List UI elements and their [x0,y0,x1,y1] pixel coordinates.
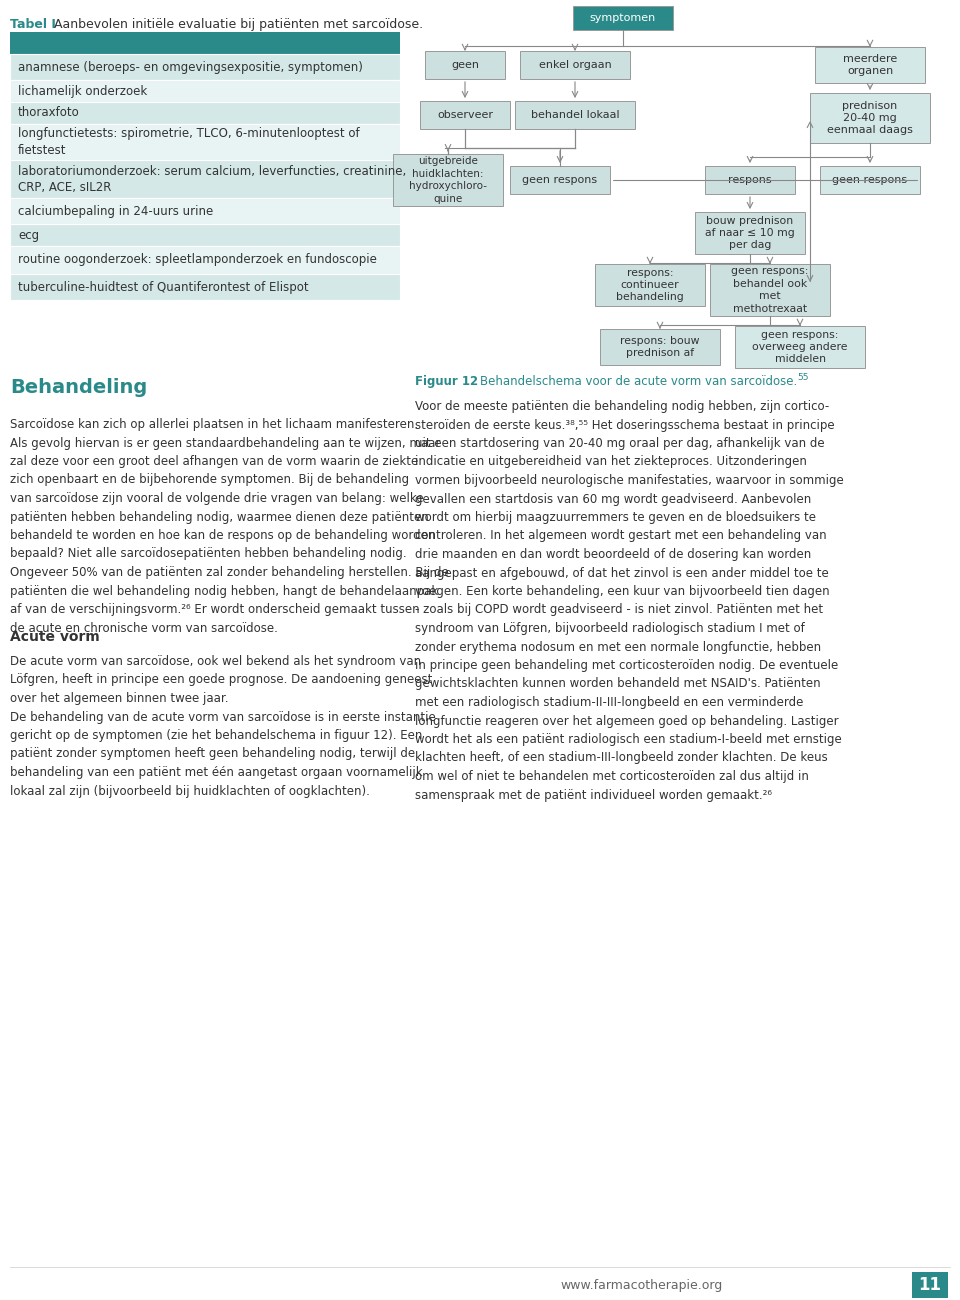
FancyBboxPatch shape [810,94,930,143]
FancyBboxPatch shape [912,1271,948,1297]
Text: symptomen: symptomen [589,13,656,23]
FancyBboxPatch shape [420,101,510,129]
FancyBboxPatch shape [705,166,795,194]
Text: bouw prednison
af naar ≤ 10 mg
per dag: bouw prednison af naar ≤ 10 mg per dag [706,216,795,251]
FancyBboxPatch shape [10,55,400,81]
Text: Tabel I: Tabel I [10,18,60,31]
Text: geen respons:
behandel ook
met
methotrexaat: geen respons: behandel ook met methotrex… [732,266,808,313]
Text: Voor de meeste patiënten die behandeling nodig hebben, zijn cortico-
steroïden d: Voor de meeste patiënten die behandeling… [415,400,844,802]
Text: Behandelschema voor de acute vorm van sarcoïdose.: Behandelschema voor de acute vorm van sa… [480,374,797,387]
Text: enkel orgaan: enkel orgaan [539,60,612,70]
Text: Sarcoïdose kan zich op allerlei plaatsen in het lichaam manifesteren.
Als gevolg: Sarcoïdose kan zich op allerlei plaatsen… [10,419,448,634]
FancyBboxPatch shape [10,101,400,124]
Text: Behandeling: Behandeling [10,378,147,396]
Text: respons:
continueer
behandeling: respons: continueer behandeling [616,268,684,303]
Text: behandel lokaal: behandel lokaal [531,111,619,120]
FancyBboxPatch shape [393,153,503,205]
Text: Aanbevolen initiële evaluatie bij patiënten met sarcoïdose.: Aanbevolen initiële evaluatie bij patiën… [54,18,423,31]
Text: geen respons: geen respons [832,176,907,185]
FancyBboxPatch shape [815,47,925,83]
Text: calciumbepaling in 24-uurs urine: calciumbepaling in 24-uurs urine [18,204,213,217]
FancyBboxPatch shape [820,166,920,194]
FancyBboxPatch shape [10,160,400,198]
Text: thoraxfoto: thoraxfoto [18,107,80,120]
Text: geen respons:
overweeg andere
middelen: geen respons: overweeg andere middelen [753,330,848,364]
FancyBboxPatch shape [520,51,630,79]
Text: tuberculine-huidtest of Quantiferontest of Elispot: tuberculine-huidtest of Quantiferontest … [18,281,308,294]
FancyBboxPatch shape [425,51,505,79]
FancyBboxPatch shape [573,6,673,30]
Text: uitgebreide
huidklachten:
hydroxychloro-
quine: uitgebreide huidklachten: hydroxychloro-… [409,156,487,204]
Text: Acute vorm: Acute vorm [10,630,100,644]
Text: laboratoriumonderzoek: serum calcium, leverfuncties, creatinine,
CRP, ACE, sIL2R: laboratoriumonderzoek: serum calcium, le… [18,165,406,194]
Text: lichamelijk onderzoek: lichamelijk onderzoek [18,84,147,98]
Text: De acute vorm van sarcoïdose, ook wel bekend als het syndroom van
Löfgren, heeft: De acute vorm van sarcoïdose, ook wel be… [10,655,436,797]
Text: prednison
20-40 mg
eenmaal daags: prednison 20-40 mg eenmaal daags [828,100,913,135]
FancyBboxPatch shape [515,101,635,129]
FancyBboxPatch shape [600,329,720,365]
Text: meerdere
organen: meerdere organen [843,53,898,77]
Text: www.farmacotherapie.org: www.farmacotherapie.org [560,1278,722,1291]
Text: ecg: ecg [18,229,39,242]
Text: observeer: observeer [437,111,493,120]
FancyBboxPatch shape [10,198,400,224]
Text: anamnese (beroeps- en omgevingsexpositie, symptomen): anamnese (beroeps- en omgevingsexpositie… [18,61,363,74]
FancyBboxPatch shape [10,81,400,101]
FancyBboxPatch shape [10,32,400,55]
FancyBboxPatch shape [735,326,865,368]
Text: respons: respons [729,176,772,185]
FancyBboxPatch shape [695,212,805,254]
Text: longfunctietests: spirometrie, TLCO, 6-minutenlooptest of
fietstest: longfunctietests: spirometrie, TLCO, 6-m… [18,127,360,156]
FancyBboxPatch shape [10,224,400,246]
FancyBboxPatch shape [10,246,400,274]
Text: Figuur 12: Figuur 12 [415,374,482,387]
FancyBboxPatch shape [10,274,400,300]
FancyBboxPatch shape [510,166,610,194]
Text: geen respons: geen respons [522,176,597,185]
Text: geen: geen [451,60,479,70]
FancyBboxPatch shape [595,264,705,306]
FancyBboxPatch shape [710,264,830,316]
FancyBboxPatch shape [10,124,400,160]
Text: 55: 55 [797,373,808,382]
Text: respons: bouw
prednison af: respons: bouw prednison af [620,335,700,359]
Text: 11: 11 [919,1277,942,1294]
Text: routine oogonderzoek: spleetlamponderzoek en fundoscopie: routine oogonderzoek: spleetlamponderzoe… [18,254,377,266]
